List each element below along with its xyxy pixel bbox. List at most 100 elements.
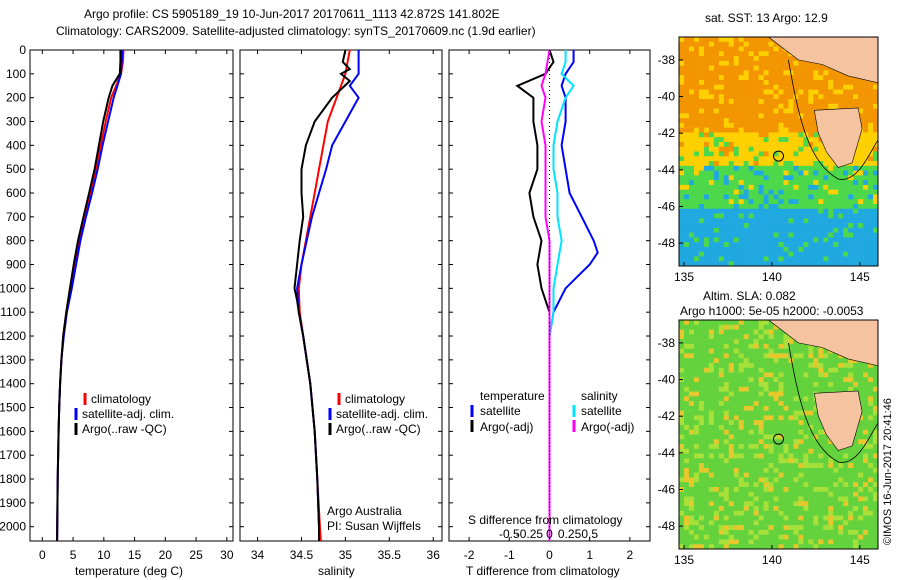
map-cell	[873, 367, 879, 373]
map-cell	[728, 420, 735, 426]
map-cell	[813, 382, 819, 388]
map-cell	[728, 382, 735, 388]
y-tick-label: 100	[6, 67, 26, 81]
map-cell	[728, 372, 735, 378]
map-cell	[728, 510, 735, 516]
legend-argo-t-label: Argo(-adj)	[480, 420, 533, 434]
map-cell	[798, 132, 804, 138]
map-cell	[679, 218, 685, 224]
map-cell	[768, 377, 774, 383]
map-cell	[693, 151, 700, 157]
map-cell	[763, 348, 769, 354]
map-cell	[793, 544, 799, 550]
map-cell	[783, 213, 789, 219]
map-cell	[808, 79, 814, 86]
map-cell	[708, 501, 715, 507]
map-cell	[818, 146, 824, 152]
map-cell	[788, 156, 794, 162]
map-cell	[798, 439, 804, 445]
map-cell	[718, 367, 725, 373]
map-cell	[768, 348, 774, 354]
map-cell	[788, 237, 794, 243]
map-cell	[773, 458, 779, 464]
map-cell	[838, 84, 844, 90]
map-cell	[693, 472, 700, 478]
map-cell	[838, 89, 844, 95]
map-cell	[753, 237, 759, 243]
map-cell	[833, 510, 839, 516]
map-cell	[679, 161, 685, 167]
map-cell	[818, 429, 824, 435]
map-cell	[788, 261, 794, 267]
map-cell	[788, 377, 794, 383]
map-cell	[828, 227, 834, 233]
map-cell	[773, 472, 779, 478]
map-cell	[753, 89, 759, 95]
map-cell	[773, 103, 779, 109]
map-cell	[838, 213, 844, 219]
map-cell	[803, 156, 809, 162]
map-cell	[728, 223, 735, 229]
map-cell	[723, 75, 730, 81]
map-cell	[763, 156, 769, 162]
map-cell	[863, 79, 869, 86]
map-cell	[773, 453, 779, 459]
map-cell	[783, 367, 789, 373]
map-cell	[858, 429, 864, 435]
map-cell	[703, 137, 710, 143]
map-cell	[683, 189, 690, 195]
map-cell	[818, 75, 824, 81]
map-cell	[743, 70, 749, 76]
map-cell	[738, 444, 744, 450]
lat-tick-label: -48	[658, 236, 676, 250]
map-cell	[693, 246, 700, 252]
map-cell	[718, 251, 725, 257]
map-cell	[853, 203, 859, 210]
map-cell	[823, 232, 829, 238]
map-cell	[748, 339, 754, 345]
map-cell	[828, 232, 834, 238]
y-tick-label: 1000	[0, 281, 26, 295]
map-cell	[693, 348, 700, 354]
map-cell	[683, 118, 690, 124]
map-cell	[833, 539, 839, 545]
map-cell	[713, 529, 720, 535]
map-cell	[808, 170, 814, 176]
map-cell	[693, 60, 700, 66]
map-cell	[778, 208, 784, 214]
map-cell	[773, 170, 779, 176]
map-cell	[778, 362, 784, 369]
map-cell	[693, 51, 700, 57]
map-cell	[693, 141, 700, 148]
map-cell	[753, 520, 759, 526]
map-cell	[713, 151, 720, 157]
map-cell	[788, 439, 794, 445]
legend-satellite-s-label: satellite	[581, 404, 622, 418]
map-cell	[793, 256, 799, 262]
map-cell	[798, 75, 804, 81]
map-cell	[873, 529, 879, 535]
map-cell	[873, 161, 879, 167]
map-cell	[713, 410, 720, 416]
map-cell	[679, 65, 685, 71]
map-cell	[763, 415, 769, 421]
map-cell	[723, 127, 730, 133]
map-cell	[748, 203, 754, 210]
map-cell	[703, 108, 710, 114]
map-cell	[873, 251, 879, 257]
map-cell	[703, 367, 710, 373]
map-cell	[698, 410, 705, 416]
map-cell	[743, 429, 749, 435]
map-cell	[843, 515, 849, 521]
map-cell	[718, 237, 725, 243]
map-cell	[758, 223, 764, 229]
map-cell	[793, 84, 799, 90]
map-cell	[858, 482, 864, 488]
map-cell	[803, 448, 809, 454]
map-cell	[718, 161, 725, 167]
map-cell	[808, 113, 814, 119]
map-cell	[723, 348, 730, 354]
map-cell	[868, 448, 874, 454]
map-cell	[843, 477, 849, 483]
map-cell	[703, 122, 710, 128]
